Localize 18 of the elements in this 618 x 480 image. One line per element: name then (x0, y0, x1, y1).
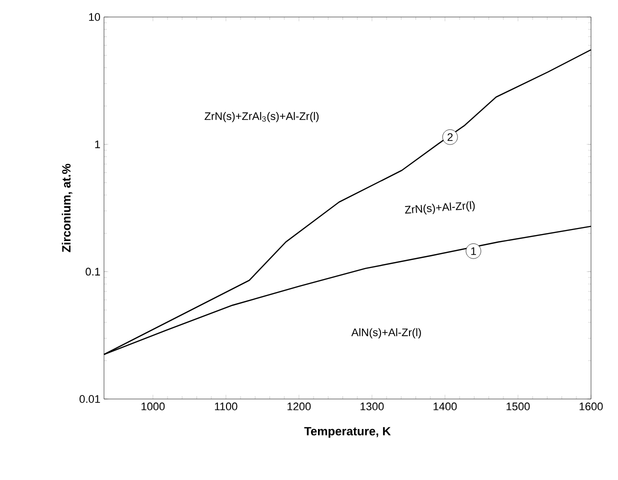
x-tick-label: 1000 (142, 402, 165, 410)
y-tick-label: 0.01 (80, 395, 100, 403)
x-tick-label: 1500 (506, 402, 530, 410)
x-tick-label: 1200 (288, 402, 311, 410)
x-tick-label: 1600 (580, 402, 603, 410)
x-axis-title: Temperature, K (304, 427, 391, 438)
x-tick-label: 1300 (360, 402, 384, 410)
annotation: ZrN(s)+ZrAl$_{3}$(s)+Al-Zr(l) (204, 112, 319, 122)
annotation: ZrN(s)+Al-Zr(l) (405, 201, 475, 214)
y-tick-label: 1 (95, 140, 100, 148)
x-tick-label: 1100 (214, 402, 238, 410)
y-tick-label: 10 (89, 13, 100, 21)
y-axis-title: Zirconium, at.% (62, 164, 72, 252)
annotation: AlN(s)+Al-Zr(l) (351, 328, 421, 338)
x-tick-label: 1400 (434, 402, 457, 410)
annotation: 2 (448, 133, 453, 141)
annotation: 1 (471, 247, 476, 255)
y-tick-label: 0.1 (86, 268, 100, 276)
